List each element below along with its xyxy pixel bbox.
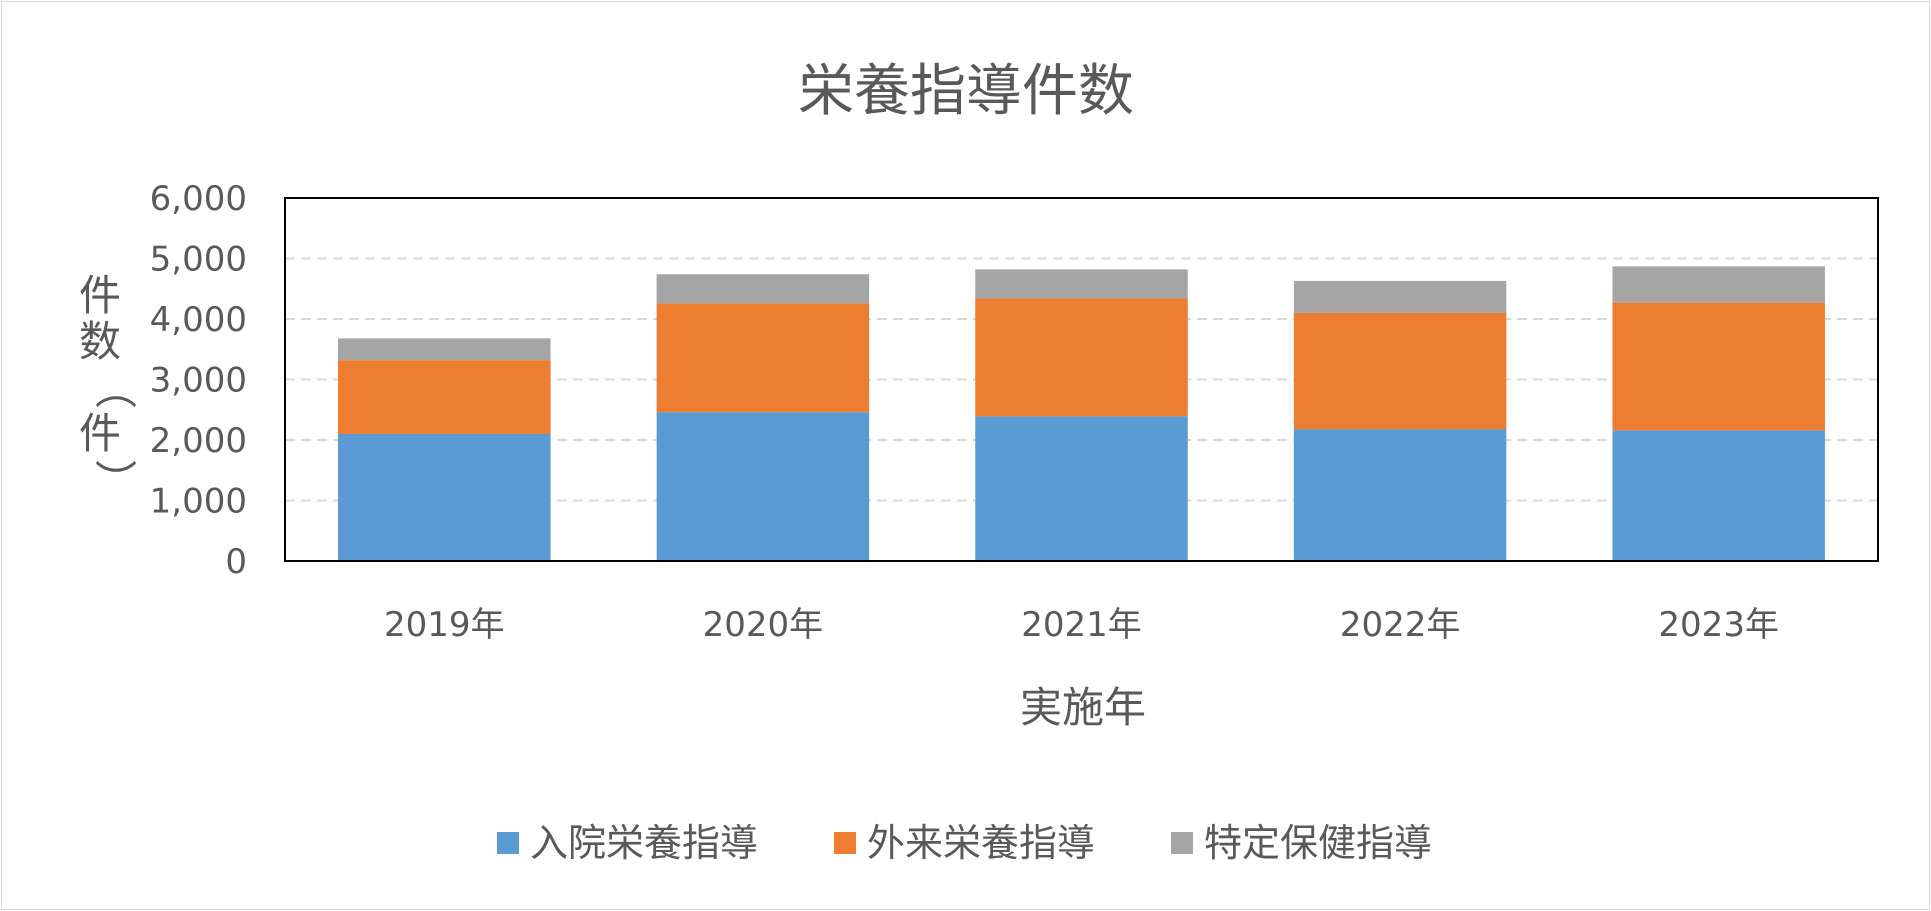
x-tick-label: 2023年 (1658, 605, 1779, 645)
y-axis-title: 件数（件） (79, 271, 139, 501)
y-tick-label: 6,000 (150, 179, 247, 219)
bar-segment (975, 416, 1188, 561)
legend-swatch (1171, 832, 1193, 854)
legend-swatch (497, 832, 519, 854)
plot-area-border (284, 197, 1879, 562)
y-tick-label: 3,000 (150, 361, 247, 401)
y-axis-title-char: ） (90, 459, 139, 501)
y-tick-label: 1,000 (150, 482, 247, 522)
y-axis-title-char: （ (90, 367, 139, 409)
bar-segment (975, 269, 1188, 299)
y-tick-label: 5,000 (150, 240, 247, 280)
chart-title: 栄養指導件数 (798, 59, 1134, 124)
x-tick-label: 2019年 (384, 605, 505, 645)
y-axis-title-char: 数 (79, 317, 121, 366)
legend-label: 入院栄養指導 (530, 821, 758, 865)
bars (338, 266, 1825, 561)
x-tick-label: 2022年 (1340, 605, 1461, 645)
y-tick-label: 4,000 (150, 300, 247, 340)
bar-segment (656, 303, 870, 413)
bar-segment (656, 274, 870, 304)
x-tick-labels: 2019年 2020年 2021年 2022年 2023年 (384, 605, 1779, 645)
bar-segment (1293, 312, 1507, 430)
y-tick-label: 0 (225, 542, 247, 582)
x-tick-label: 2020年 (703, 605, 824, 645)
bar-segment (338, 338, 551, 361)
bar-segment (1612, 302, 1825, 431)
y-tick-labels: 0 1,000 2,000 3,000 4,000 5,000 6,000 (150, 179, 247, 582)
bar-segment (1612, 266, 1825, 303)
x-axis-title: 実施年 (1020, 683, 1146, 732)
bar-segment (338, 360, 551, 434)
legend-label: 外来栄養指導 (867, 821, 1095, 865)
bar-segment (1293, 429, 1507, 561)
y-axis-title-char: 件 (79, 271, 121, 320)
y-axis-title-char: 件 (79, 409, 121, 458)
bar-segment (1612, 430, 1825, 561)
x-tick-label: 2021年 (1021, 605, 1142, 645)
bar-segment (975, 298, 1188, 417)
legend-label: 特定保健指導 (1204, 821, 1432, 865)
legend: 入院栄養指導 外来栄養指導 特定保健指導 (497, 821, 1432, 865)
y-tick-label: 2,000 (150, 421, 247, 461)
bar-segment (338, 433, 551, 561)
bar-segment (656, 412, 870, 561)
legend-swatch (834, 832, 856, 854)
bar-segment (1293, 280, 1507, 313)
